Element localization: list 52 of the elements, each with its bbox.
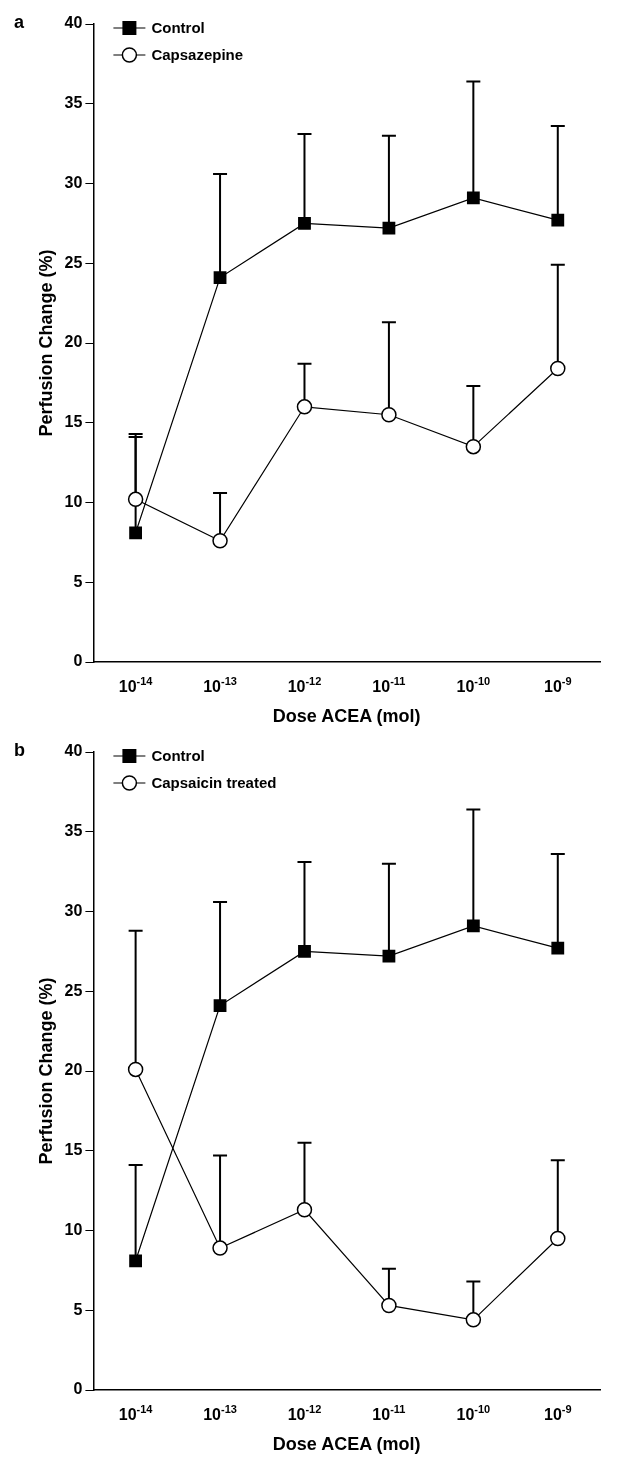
- chart-title: a: [14, 12, 25, 32]
- point: [465, 438, 482, 455]
- point: [213, 999, 227, 1013]
- y-tick-label: 25: [64, 253, 83, 271]
- point: [550, 1230, 566, 1247]
- legend-label: Capsaicin treated: [151, 774, 277, 792]
- y-tick-label: 0: [73, 652, 83, 670]
- point: [466, 191, 480, 205]
- point: [212, 1240, 228, 1256]
- y-tick-label: 5: [73, 572, 83, 590]
- point: [381, 1297, 397, 1314]
- y-tick-label: 40: [64, 14, 83, 32]
- point: [129, 1254, 143, 1268]
- legend-label: Control: [151, 19, 205, 37]
- y-tick-label: 30: [64, 901, 83, 919]
- point: [298, 944, 311, 958]
- y-tick-label: 20: [64, 333, 83, 351]
- y-tick-label: 35: [64, 822, 83, 840]
- y-tick-label: 15: [64, 413, 83, 431]
- point: [382, 221, 396, 235]
- point: [550, 360, 566, 377]
- point: [551, 941, 565, 955]
- y-tick-label: 30: [64, 173, 83, 191]
- y-tick-label: 25: [64, 981, 83, 999]
- point: [382, 949, 396, 963]
- point: [212, 533, 228, 549]
- y-tick-label: 0: [73, 1380, 83, 1398]
- point: [465, 1312, 482, 1328]
- point: [296, 1202, 313, 1218]
- y-axis-title: Perfusion Change (%): [35, 249, 56, 437]
- point: [129, 526, 143, 540]
- y-tick-label: 5: [73, 1300, 83, 1318]
- y-axis-title: Perfusion Change (%): [35, 977, 56, 1165]
- point: [127, 1061, 144, 1078]
- y-tick-label: 15: [64, 1141, 83, 1159]
- y-tick-label: 35: [64, 94, 83, 112]
- x-axis-title: Dose ACEA (mol): [272, 1434, 421, 1455]
- legend-label: Control: [151, 747, 205, 765]
- point: [551, 213, 565, 227]
- legend-label: Capsazepine: [151, 46, 244, 64]
- point: [127, 491, 144, 508]
- point: [381, 407, 397, 423]
- y-tick-label: 20: [64, 1061, 83, 1079]
- y-tick-label: 10: [64, 1220, 83, 1238]
- y-tick-label: 40: [64, 742, 83, 760]
- x-axis-title: Dose ACEA (mol): [272, 706, 421, 727]
- point: [298, 216, 311, 230]
- chart-title: b: [14, 740, 25, 760]
- point: [296, 399, 313, 415]
- y-tick-label: 10: [64, 492, 83, 510]
- point: [466, 919, 480, 933]
- point: [213, 271, 227, 285]
